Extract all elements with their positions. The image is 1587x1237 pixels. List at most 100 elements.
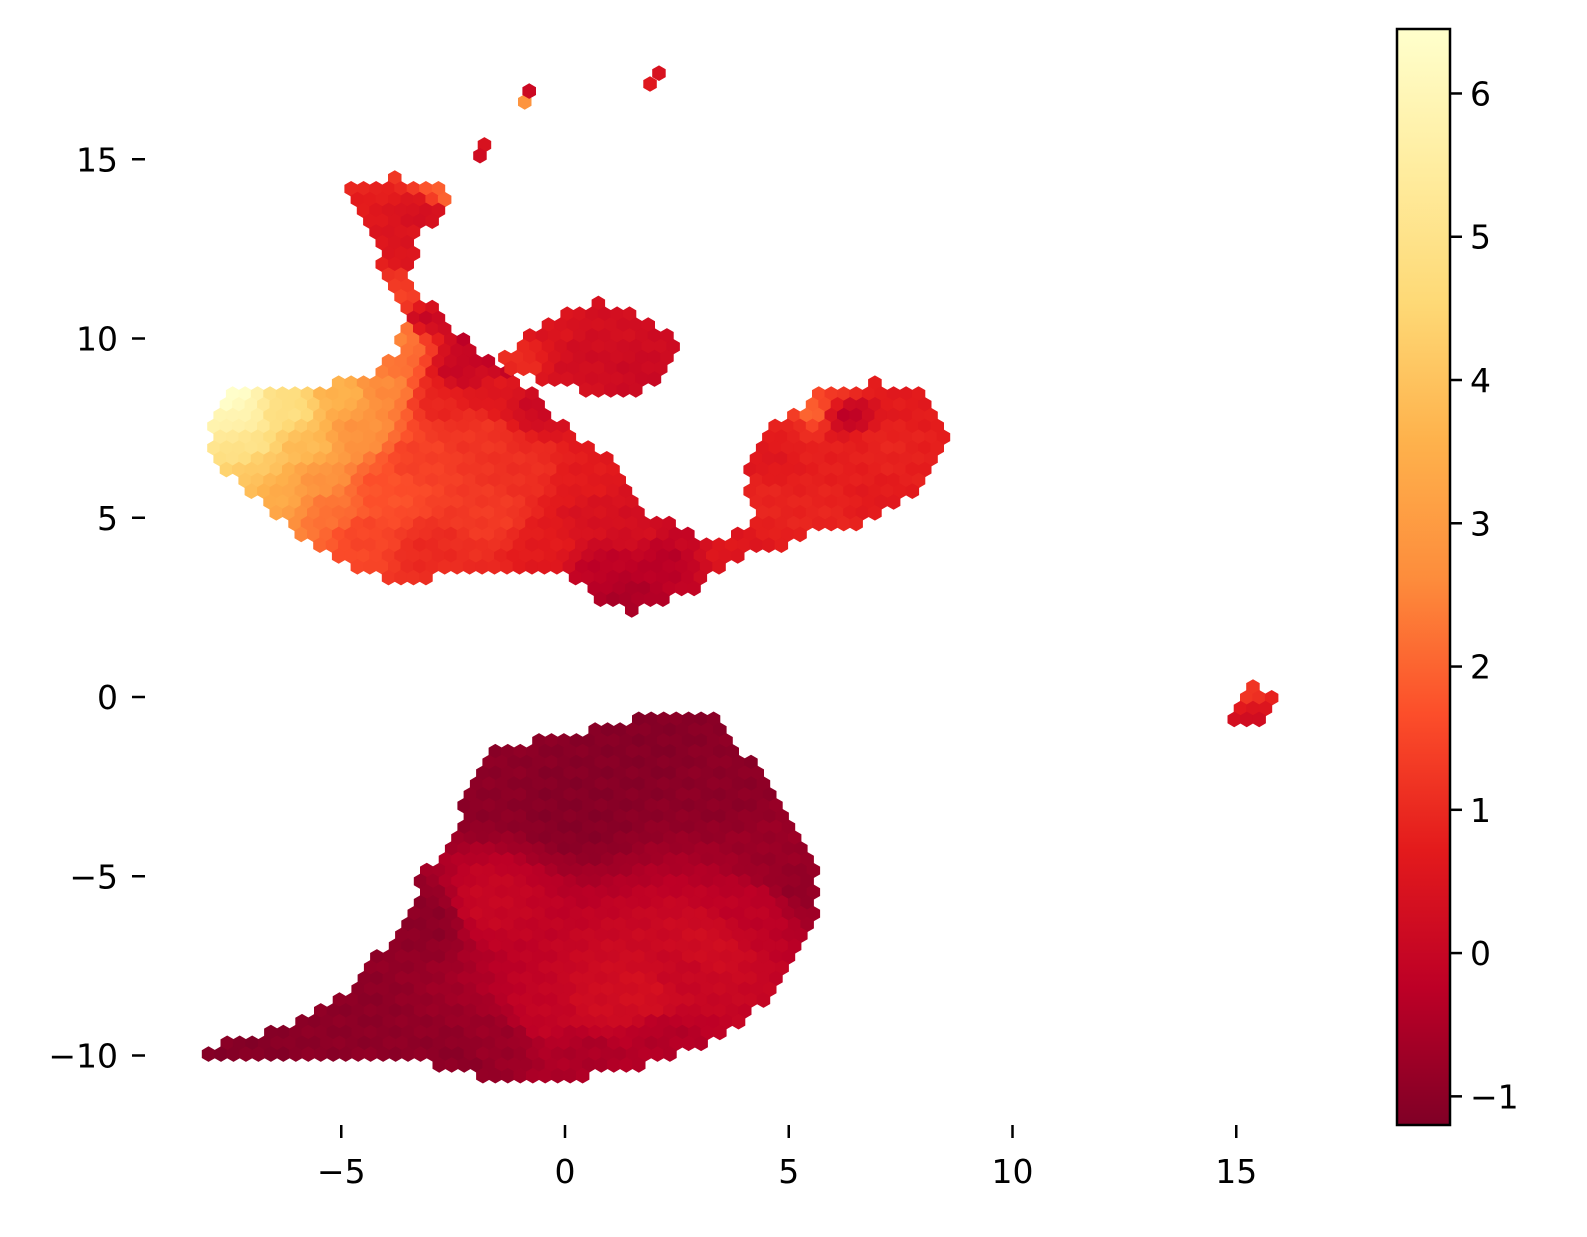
hex-cell bbox=[513, 1046, 527, 1062]
hex-cell bbox=[560, 306, 574, 323]
hex-cell bbox=[632, 992, 646, 1008]
hex-cell bbox=[675, 830, 690, 846]
hex-cell bbox=[375, 213, 390, 229]
hex-cell bbox=[500, 559, 514, 575]
hex-cell bbox=[369, 202, 383, 219]
hex-cell bbox=[694, 992, 708, 1008]
hex-cell bbox=[706, 754, 721, 771]
hex-cell bbox=[219, 440, 234, 456]
hex-cell bbox=[688, 830, 702, 846]
hex-cell bbox=[488, 916, 503, 933]
hex-cell bbox=[669, 949, 683, 965]
hex-cell bbox=[886, 386, 901, 402]
hex-cell bbox=[494, 397, 508, 413]
hex-cell bbox=[313, 537, 327, 553]
x-tick-label: 15 bbox=[1215, 1152, 1257, 1191]
hex-cell bbox=[519, 418, 533, 435]
hex-cell bbox=[911, 451, 926, 467]
hex-cell bbox=[731, 819, 746, 836]
hex-cell bbox=[288, 386, 302, 402]
hex-cell bbox=[669, 819, 683, 836]
hex-cell bbox=[532, 1057, 546, 1073]
hex-cell bbox=[582, 841, 596, 857]
hex-cell bbox=[481, 397, 496, 413]
hex-cell bbox=[588, 916, 602, 933]
hex-cell bbox=[768, 461, 782, 478]
hex-cell bbox=[532, 776, 546, 792]
hex-cell bbox=[344, 483, 358, 499]
hex-cell bbox=[295, 1035, 309, 1052]
hex-cell bbox=[663, 743, 677, 760]
hex-cell bbox=[849, 494, 863, 510]
hex-cell bbox=[594, 949, 609, 965]
hex-cell bbox=[632, 927, 646, 944]
hex-cell bbox=[812, 515, 826, 532]
hex-cell bbox=[706, 776, 721, 792]
hex-cell bbox=[594, 862, 609, 879]
hex-cell bbox=[512, 429, 527, 445]
hex-cell bbox=[886, 451, 901, 467]
hex-cell bbox=[437, 559, 452, 575]
hex-cell bbox=[394, 202, 408, 219]
hex-cell bbox=[456, 548, 471, 564]
hex-cell bbox=[506, 397, 520, 413]
hex-cell bbox=[593, 548, 608, 564]
hex-cell bbox=[275, 386, 290, 402]
hex-cell bbox=[768, 440, 782, 456]
hex-cell bbox=[413, 895, 428, 911]
hex-cell bbox=[750, 830, 764, 846]
hex-cell bbox=[469, 862, 484, 879]
hex-cell bbox=[635, 328, 649, 344]
hex-cell bbox=[469, 819, 484, 836]
hex-cell bbox=[388, 386, 402, 402]
hex-cell bbox=[238, 451, 252, 467]
hex-cell bbox=[457, 1013, 471, 1030]
hex-cell bbox=[525, 494, 539, 510]
hex-cell bbox=[725, 765, 739, 782]
hex-cell bbox=[450, 343, 464, 359]
hex-cell bbox=[500, 537, 514, 553]
hex-cell bbox=[619, 949, 633, 965]
hex-cell bbox=[532, 905, 546, 922]
hex-cell bbox=[738, 895, 752, 911]
hex-cell bbox=[475, 559, 489, 575]
hex-cell bbox=[874, 472, 888, 489]
hex-cell bbox=[501, 808, 515, 825]
hex-cell bbox=[762, 451, 776, 467]
hex-cell bbox=[388, 364, 402, 381]
hex-cell bbox=[331, 483, 346, 499]
hex-cell bbox=[469, 884, 484, 900]
hex-cell bbox=[225, 429, 240, 445]
hex-cell bbox=[325, 494, 340, 510]
hex-cell bbox=[562, 451, 577, 467]
hex-cell bbox=[488, 873, 503, 890]
hex-cell bbox=[774, 537, 789, 553]
hex-cell bbox=[713, 895, 727, 911]
hex-cell bbox=[494, 483, 508, 499]
hex-cell bbox=[431, 332, 446, 348]
hex-cell bbox=[426, 938, 440, 954]
hex-cell bbox=[566, 338, 581, 355]
hex-cell bbox=[395, 1035, 409, 1052]
hex-cell bbox=[457, 1035, 471, 1052]
hex-cell bbox=[357, 970, 372, 987]
hex-cell bbox=[544, 949, 559, 965]
hex-cell bbox=[650, 851, 665, 868]
hex-cell bbox=[656, 992, 671, 1008]
hex-cell bbox=[619, 970, 633, 987]
hex-cell bbox=[700, 722, 715, 738]
hex-cell bbox=[631, 569, 645, 586]
hex-cell bbox=[526, 808, 540, 825]
hex-cell bbox=[487, 364, 502, 381]
hex-cell bbox=[613, 722, 627, 738]
hex-cell bbox=[650, 1024, 665, 1041]
hex-cell bbox=[769, 927, 783, 944]
hex-cell bbox=[451, 895, 465, 911]
hex-cell bbox=[762, 472, 776, 489]
hex-cell bbox=[600, 830, 615, 846]
hex-cell bbox=[700, 938, 715, 954]
hex-cell bbox=[762, 959, 777, 976]
hex-cell bbox=[288, 429, 302, 445]
